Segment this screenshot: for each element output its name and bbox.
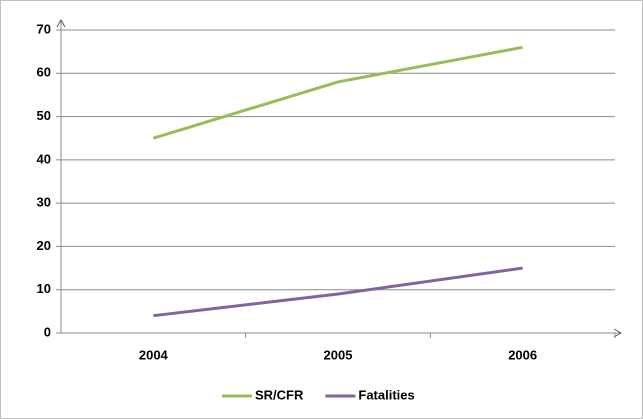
y-tick-label: 0	[44, 324, 51, 339]
series-line	[153, 266, 523, 318]
y-tick-label: 60	[37, 65, 51, 80]
x-tick-label: 2005	[324, 347, 353, 362]
y-tick-label: 10	[37, 281, 51, 296]
y-tick-label: 40	[37, 151, 51, 166]
legend-label: SR/CFR	[255, 387, 304, 402]
legend-label: Fatalities	[358, 387, 414, 402]
y-tick-label: 50	[37, 108, 51, 123]
x-axis-arrow	[613, 328, 623, 338]
x-tick-label: 2004	[139, 347, 169, 362]
y-tick-label: 20	[37, 238, 51, 253]
series-line	[152, 45, 523, 140]
y-tick-label: 70	[37, 21, 51, 36]
x-tick-label: 2006	[508, 347, 537, 362]
y-axis-arrow	[56, 18, 66, 28]
y-tick-label: 30	[37, 195, 51, 210]
